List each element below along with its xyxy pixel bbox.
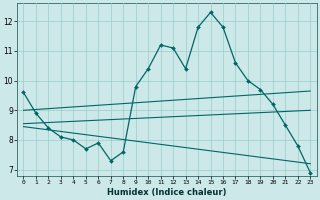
X-axis label: Humidex (Indice chaleur): Humidex (Indice chaleur) [107,188,227,197]
